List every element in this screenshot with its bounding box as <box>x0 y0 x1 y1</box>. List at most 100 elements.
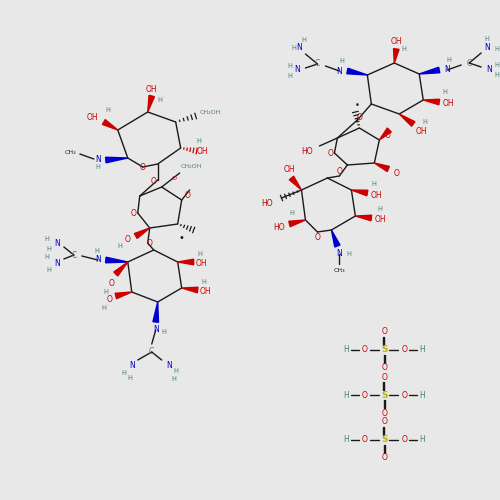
Text: H: H <box>174 368 178 374</box>
Text: H: H <box>344 346 349 354</box>
Text: O: O <box>402 390 407 400</box>
Text: H: H <box>197 251 202 257</box>
Text: H: H <box>423 119 428 125</box>
Text: H: H <box>420 436 425 444</box>
Polygon shape <box>148 96 154 112</box>
Polygon shape <box>394 48 399 63</box>
Text: CH₃: CH₃ <box>334 268 345 272</box>
Text: N: N <box>166 362 172 370</box>
Text: O: O <box>109 280 114 288</box>
Text: S: S <box>381 390 388 400</box>
Polygon shape <box>332 230 340 247</box>
Text: O: O <box>328 148 334 158</box>
Text: H: H <box>484 36 490 42</box>
Text: O: O <box>384 132 390 140</box>
Text: O: O <box>382 408 388 418</box>
Text: CH₂OH: CH₂OH <box>181 164 203 170</box>
Text: N: N <box>95 154 100 164</box>
Text: N: N <box>95 256 100 264</box>
Text: H: H <box>102 305 106 311</box>
Text: H: H <box>94 248 100 254</box>
Text: N: N <box>153 326 158 334</box>
Text: O: O <box>362 436 368 444</box>
Text: OH: OH <box>86 114 98 122</box>
Polygon shape <box>352 190 368 196</box>
Text: H: H <box>443 89 448 95</box>
Text: C: C <box>149 348 154 356</box>
Text: O: O <box>131 208 136 218</box>
Text: O: O <box>402 436 407 444</box>
Text: O: O <box>125 236 130 244</box>
Text: H: H <box>158 97 162 103</box>
Text: H: H <box>344 436 349 444</box>
Text: H: H <box>494 72 500 78</box>
Text: OH: OH <box>370 190 382 200</box>
Text: O: O <box>382 372 388 382</box>
Text: •: • <box>355 102 360 110</box>
Text: H: H <box>162 329 166 335</box>
Text: O: O <box>336 166 342 175</box>
Text: O: O <box>382 364 388 372</box>
Text: O: O <box>382 454 388 462</box>
Polygon shape <box>106 157 128 163</box>
Text: O: O <box>140 162 145 172</box>
Text: H: H <box>301 37 306 43</box>
Polygon shape <box>374 163 390 172</box>
Text: H: H <box>494 62 500 68</box>
Text: OH: OH <box>442 98 454 108</box>
Text: H: H <box>447 57 452 63</box>
Text: HO: HO <box>262 200 274 208</box>
Text: H: H <box>287 63 292 69</box>
Text: H: H <box>201 279 206 285</box>
Text: H: H <box>346 251 351 257</box>
Text: O: O <box>107 294 112 304</box>
Text: H: H <box>122 370 126 376</box>
Text: N: N <box>336 66 342 76</box>
Text: O: O <box>147 238 152 248</box>
Text: H: H <box>344 390 349 400</box>
Text: O: O <box>171 176 176 182</box>
Text: O: O <box>356 114 362 122</box>
Polygon shape <box>423 99 440 105</box>
Text: OH: OH <box>374 216 386 224</box>
Text: H: H <box>420 390 425 400</box>
Text: H: H <box>106 107 110 113</box>
Text: H: H <box>371 181 376 187</box>
Polygon shape <box>289 220 306 226</box>
Text: H: H <box>118 243 122 249</box>
Text: H: H <box>172 376 176 382</box>
Text: H: H <box>377 206 382 212</box>
Polygon shape <box>102 120 118 130</box>
Text: HO: HO <box>302 148 314 156</box>
Text: C: C <box>71 250 76 260</box>
Text: N: N <box>54 258 60 268</box>
Text: O: O <box>394 168 399 177</box>
Text: H: H <box>494 46 500 52</box>
Text: OH: OH <box>200 288 211 296</box>
Text: N: N <box>294 66 300 74</box>
Polygon shape <box>178 259 194 265</box>
Text: O: O <box>382 328 388 336</box>
Text: C: C <box>315 60 320 68</box>
Text: H: H <box>44 254 50 260</box>
Text: N: N <box>336 250 342 258</box>
Text: H: H <box>420 346 425 354</box>
Text: H: H <box>196 138 201 144</box>
Text: S: S <box>381 346 388 354</box>
Text: C: C <box>466 58 472 68</box>
Text: O: O <box>314 232 320 241</box>
Text: H: H <box>128 375 132 381</box>
Polygon shape <box>106 257 128 263</box>
Text: OH: OH <box>146 86 158 94</box>
Text: H: H <box>339 58 344 64</box>
Polygon shape <box>420 68 440 74</box>
Text: OH: OH <box>284 166 296 174</box>
Text: OH: OH <box>390 36 402 46</box>
Text: H: H <box>287 73 292 79</box>
Polygon shape <box>114 262 128 276</box>
Text: N: N <box>486 64 492 74</box>
Polygon shape <box>400 114 415 126</box>
Text: O: O <box>184 192 190 200</box>
Text: H: H <box>289 210 294 216</box>
Polygon shape <box>134 228 150 238</box>
